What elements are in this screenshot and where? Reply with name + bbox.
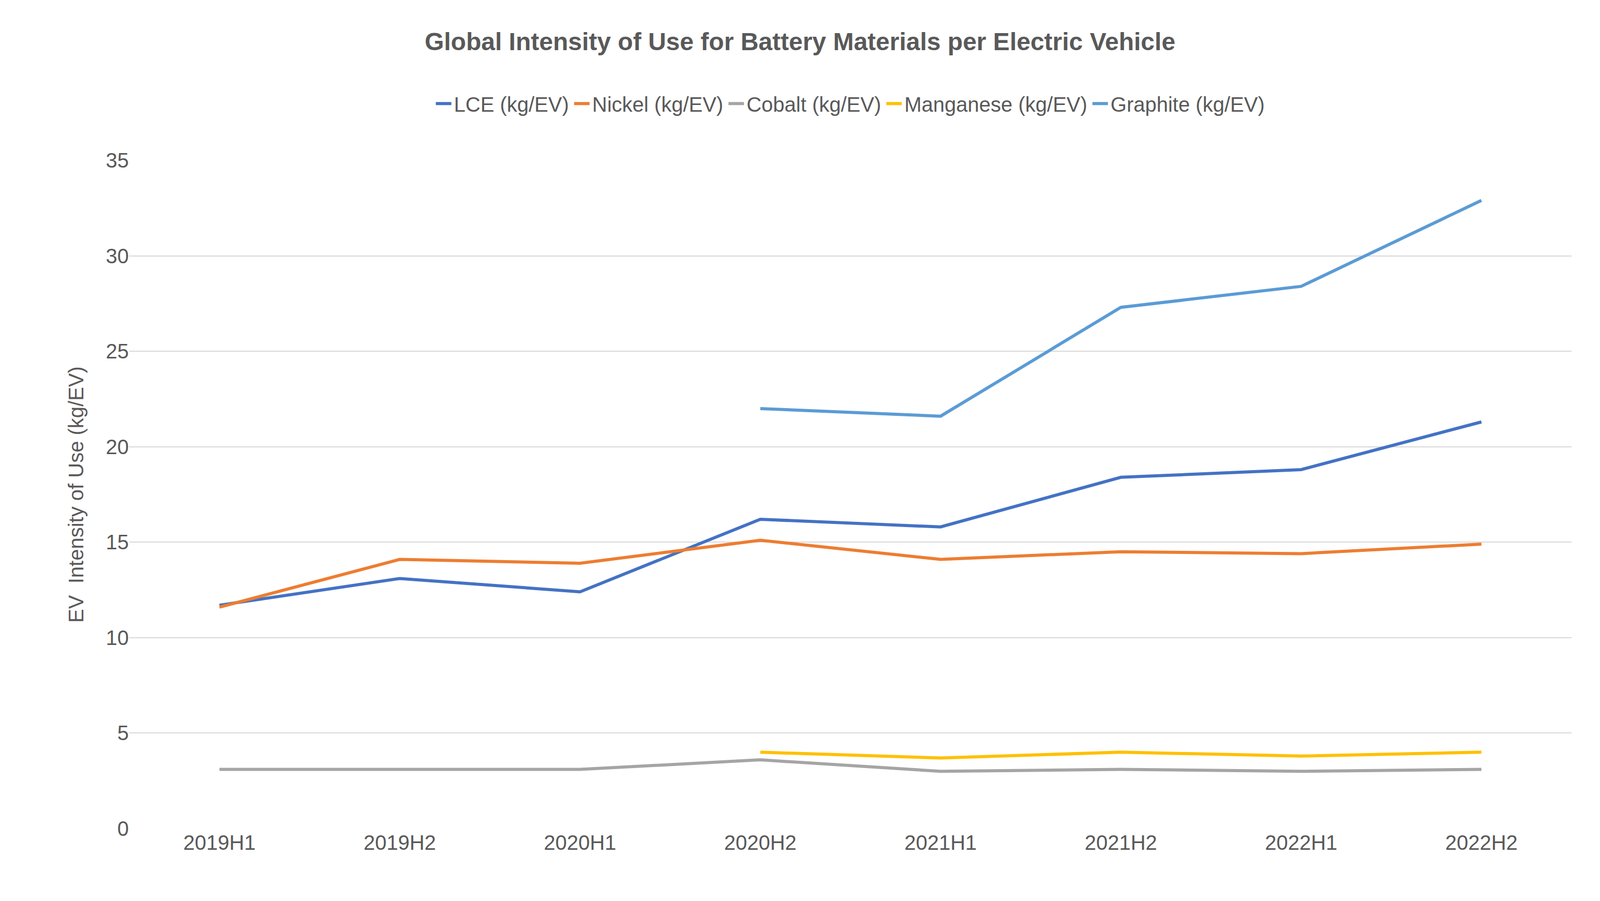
svg-text:EV Intensity of Use (kg/EV): EV Intensity of Use (kg/EV) [64, 366, 88, 623]
svg-text:2019H2: 2019H2 [363, 831, 437, 855]
svg-text:15: 15 [106, 530, 130, 554]
svg-text:2021H1: 2021H1 [904, 831, 977, 855]
svg-text:35: 35 [106, 148, 130, 172]
svg-text:Graphite (kg/EV): Graphite (kg/EV) [1110, 93, 1265, 116]
svg-text:2021H2: 2021H2 [1084, 831, 1158, 855]
svg-text:0: 0 [117, 817, 129, 841]
svg-text:LCE (kg/EV): LCE (kg/EV) [454, 93, 570, 116]
svg-text:2022H2: 2022H2 [1445, 831, 1518, 855]
svg-text:20: 20 [106, 435, 130, 459]
svg-text:2020H2: 2020H2 [724, 831, 797, 855]
svg-text:Manganese (kg/EV): Manganese (kg/EV) [904, 93, 1088, 116]
svg-text:Cobalt (kg/EV): Cobalt (kg/EV) [746, 93, 881, 116]
svg-text:25: 25 [106, 339, 130, 363]
svg-text:2019H1: 2019H1 [183, 831, 256, 855]
svg-text:Nickel (kg/EV): Nickel (kg/EV) [592, 93, 724, 116]
svg-text:2020H1: 2020H1 [543, 831, 617, 855]
svg-text:5: 5 [117, 721, 129, 745]
svg-text:Global Intensity of Use for Ba: Global Intensity of Use for Battery Mate… [424, 27, 1176, 56]
svg-text:2022H1: 2022H1 [1264, 831, 1338, 855]
svg-text:30: 30 [106, 244, 130, 268]
svg-text:10: 10 [106, 626, 130, 650]
